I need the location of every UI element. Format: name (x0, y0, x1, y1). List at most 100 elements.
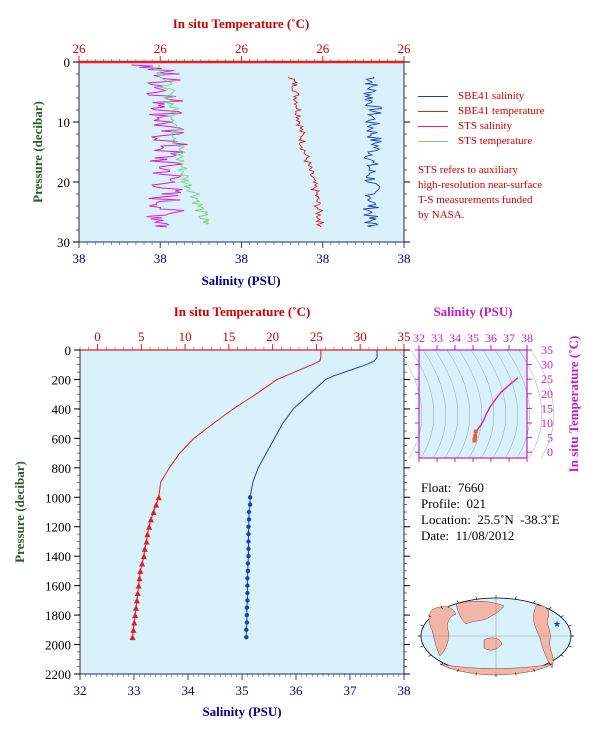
map-tick (560, 654, 564, 657)
temperature-point (150, 509, 157, 515)
ts-point (472, 437, 477, 441)
map-tick (515, 672, 517, 676)
ts-temperature-tick-label: 10 (541, 416, 553, 430)
salinity-point (244, 605, 250, 610)
pressure-tick-label: 2000 (45, 638, 71, 653)
pressure-tick-label: 400 (52, 402, 72, 417)
map-tick (440, 662, 444, 666)
date-row: Date: 11/08/2012 (421, 528, 560, 544)
series-sbe41-temperature (287, 76, 325, 228)
full-depth-temperature-axis-title: In situ Temperature (˚C) (174, 304, 311, 319)
near-surface-salinity-axis-title: Salinity (PSU) (201, 273, 280, 288)
map-tick (456, 668, 459, 672)
near-surface-profile-panel: In situ Temperature (˚C) Salinity (PSU) … (30, 16, 411, 288)
pressure-tick-label: 2200 (45, 667, 71, 682)
salinity-tick-label: 37 (344, 683, 358, 698)
salinity-point (244, 612, 250, 618)
temperature-point (135, 582, 142, 589)
salinity-tick-label: 38 (398, 683, 411, 698)
pressure-tick-label: 0 (65, 343, 72, 358)
salinity-tick-label: 32 (74, 683, 87, 698)
near-surface-temperature-axis-title: In situ Temperature (˚C) (173, 16, 310, 31)
salinity-tick-label: 33 (128, 683, 141, 698)
salinity-point (244, 635, 249, 640)
temperature-tick-label: 10 (179, 329, 192, 344)
series-sts-temperature (153, 64, 210, 225)
temperature-tick-label: 30 (354, 329, 367, 344)
ts-temperature-tick-label: 35 (541, 343, 553, 357)
salinity-point (245, 561, 251, 566)
temperature-point (133, 604, 140, 611)
salinity-point (246, 517, 252, 522)
pressure-tick-label: 20 (57, 175, 70, 190)
profile-value: 021 (466, 496, 487, 511)
temperature-tick-label: 35 (398, 329, 411, 344)
date-label: Date: (421, 528, 450, 543)
float-info: Float: 7660 Profile: 021 Location: 25.5˚… (421, 480, 560, 544)
map-tick (515, 596, 517, 600)
density-contour (446, 349, 471, 459)
ts-salinity-tick-label: 36 (485, 331, 497, 345)
density-contour (506, 349, 531, 459)
full-depth-plot-area (79, 349, 405, 675)
ts-temperature-tick-label: 0 (547, 445, 553, 459)
temperature-tick-label: 20 (266, 329, 279, 344)
salinity-tick-label: 38 (154, 251, 167, 266)
near-surface-series (131, 64, 383, 228)
density-contour (398, 349, 423, 459)
map-tick (475, 596, 477, 600)
salinity-tick-label: 34 (182, 683, 196, 698)
legend-label: STS salinity (458, 120, 513, 132)
map-land-americas (533, 605, 554, 669)
annotation-line: by NASA. (418, 209, 465, 221)
full-depth-salinity-axis-title: Salinity (PSU) (202, 704, 281, 719)
density-contour (434, 349, 459, 459)
salinity-point (246, 554, 251, 559)
ts-salinity-tick-label: 35 (467, 331, 479, 345)
location-row: Location: 25.5˚N -38.3˚E (421, 512, 560, 528)
sts-annotation: STS refers to auxiliary high-resolution … (418, 163, 542, 223)
temperature-point (143, 538, 150, 545)
salinity-point (245, 598, 250, 603)
ts-salinity-tick-label: 32 (413, 331, 425, 345)
temperature-tick-label: 26 (73, 41, 87, 56)
map-tick (428, 654, 432, 657)
map-tick (420, 625, 424, 627)
ts-temperature-tick-label: 5 (547, 431, 553, 445)
map-frame-ticks (418, 595, 574, 677)
legend-label: SBE41 salinity (458, 90, 525, 102)
profile-label: Profile: (421, 496, 460, 511)
map-tick (533, 600, 536, 604)
full-depth-axes: 0 5 10 15 20 25 30 35 32 33 34 35 36 37 38 0 200 400 600 80… (45, 329, 411, 698)
pressure-tick-label: 800 (52, 461, 72, 476)
legend-entry-sbe41-temperature: SBE41 temperature (418, 104, 544, 119)
temperature-tick-label: 26 (154, 41, 168, 56)
legend-label: SBE41 temperature (458, 105, 545, 117)
salinity-point (247, 502, 253, 507)
map-tick (533, 668, 536, 672)
location-label: Location: (421, 512, 471, 527)
temperature-tick-label: 26 (398, 41, 412, 56)
legend-swatch (418, 96, 448, 97)
annotation-line: high-resolution near-surface (418, 179, 543, 191)
map-tick (548, 606, 552, 610)
map-tick (475, 672, 477, 676)
temperature-tick-label: 5 (138, 329, 145, 344)
ts-frame (418, 349, 528, 459)
ts-salinity-tick-label: 37 (503, 331, 515, 345)
density-contour (470, 349, 495, 459)
ts-temperature-axis-title: In situ Temperature (˚C) (566, 336, 581, 473)
pressure-tick-label: 1200 (45, 520, 71, 535)
temperature-point (130, 626, 137, 633)
salinity-tick-label: 35 (236, 683, 249, 698)
full-depth-profile-panel: In situ Temperature (˚C) Salinity (PSU) … (12, 304, 411, 719)
ts-salinity-tick-label: 34 (449, 331, 461, 345)
series-sts-salinity (131, 64, 188, 228)
float-label: Float: (421, 480, 452, 495)
salinity-point (246, 524, 251, 529)
salinity-point (246, 539, 251, 544)
salinity-tick-label: 38 (73, 251, 86, 266)
near-surface-plot-area (78, 61, 405, 243)
float-row: Float: 7660 (421, 480, 560, 496)
